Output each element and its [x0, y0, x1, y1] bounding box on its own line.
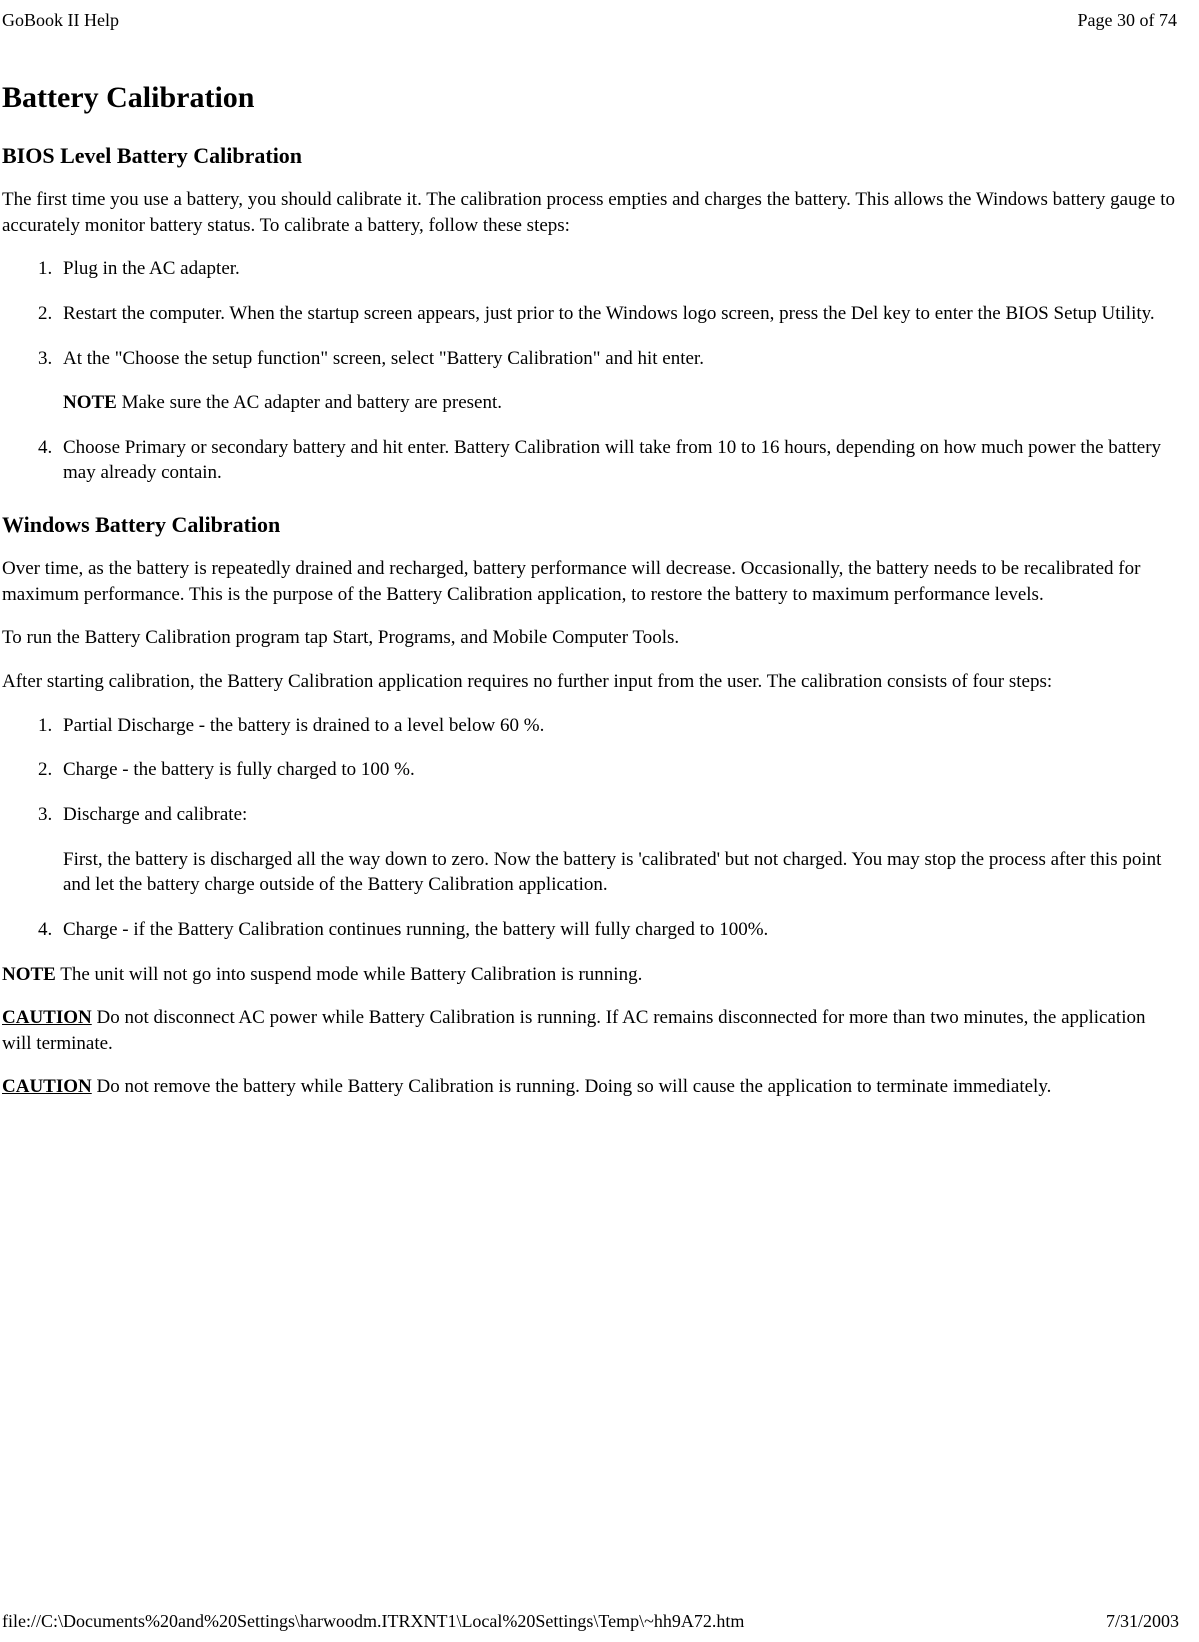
section1-step3-note: NOTE Make sure the AC adapter and batter…: [63, 390, 1177, 416]
section2-step3: Discharge and calibrate: First, the batt…: [57, 802, 1177, 898]
section2-step3-text: Discharge and calibrate:: [63, 804, 247, 825]
note-label: NOTE: [2, 964, 56, 985]
section2-caution2: CAUTION Do not remove the battery while …: [2, 1074, 1177, 1100]
header-right: Page 30 of 74: [1078, 10, 1177, 31]
note-text: Make sure the AC adapter and battery are…: [117, 392, 502, 413]
note-label: NOTE: [63, 392, 117, 413]
section2-step3-sub: First, the battery is discharged all the…: [63, 847, 1177, 898]
caution-label: CAUTION: [2, 1076, 92, 1097]
section1-step3: At the "Choose the setup function" scree…: [57, 346, 1177, 416]
main-heading: Battery Calibration: [2, 81, 1177, 115]
caution-text: Do not disconnect AC power while Battery…: [2, 1007, 1145, 1054]
page-body: GoBook II Help Page 30 of 74 Battery Cal…: [0, 0, 1199, 1138]
section2-step1: Partial Discharge - the battery is drain…: [57, 713, 1177, 739]
section1-step3-text: At the "Choose the setup function" scree…: [63, 348, 704, 369]
section2-caution1: CAUTION Do not disconnect AC power while…: [2, 1005, 1177, 1056]
section1-step2: Restart the computer. When the startup s…: [57, 301, 1177, 327]
header-left: GoBook II Help: [2, 10, 119, 31]
footer-left: file://C:\Documents%20and%20Settings\har…: [2, 1611, 744, 1632]
section1-heading: BIOS Level Battery Calibration: [2, 143, 1177, 169]
section1-step1: Plug in the AC adapter.: [57, 256, 1177, 282]
section2-para1: Over time, as the battery is repeatedly …: [2, 556, 1177, 607]
section2-para3: After starting calibration, the Battery …: [2, 669, 1177, 695]
section2-step2: Charge - the battery is fully charged to…: [57, 757, 1177, 783]
section2-note: NOTE The unit will not go into suspend m…: [2, 962, 1177, 988]
section1-intro: The first time you use a battery, you sh…: [2, 187, 1177, 238]
section2-heading: Windows Battery Calibration: [2, 512, 1177, 538]
section1-step4: Choose Primary or secondary battery and …: [57, 435, 1177, 486]
section1-steps: Plug in the AC adapter. Restart the comp…: [27, 256, 1177, 486]
caution-label: CAUTION: [2, 1007, 92, 1028]
note-text: The unit will not go into suspend mode w…: [56, 964, 642, 985]
section2-para2: To run the Battery Calibration program t…: [2, 625, 1177, 651]
section2-step4: Charge - if the Battery Calibration cont…: [57, 917, 1177, 943]
section2-steps: Partial Discharge - the battery is drain…: [27, 713, 1177, 943]
page-footer: file://C:\Documents%20and%20Settings\har…: [2, 1611, 1179, 1632]
caution-text: Do not remove the battery while Battery …: [92, 1076, 1052, 1097]
page-header: GoBook II Help Page 30 of 74: [2, 10, 1177, 31]
footer-right: 7/31/2003: [1106, 1611, 1179, 1632]
